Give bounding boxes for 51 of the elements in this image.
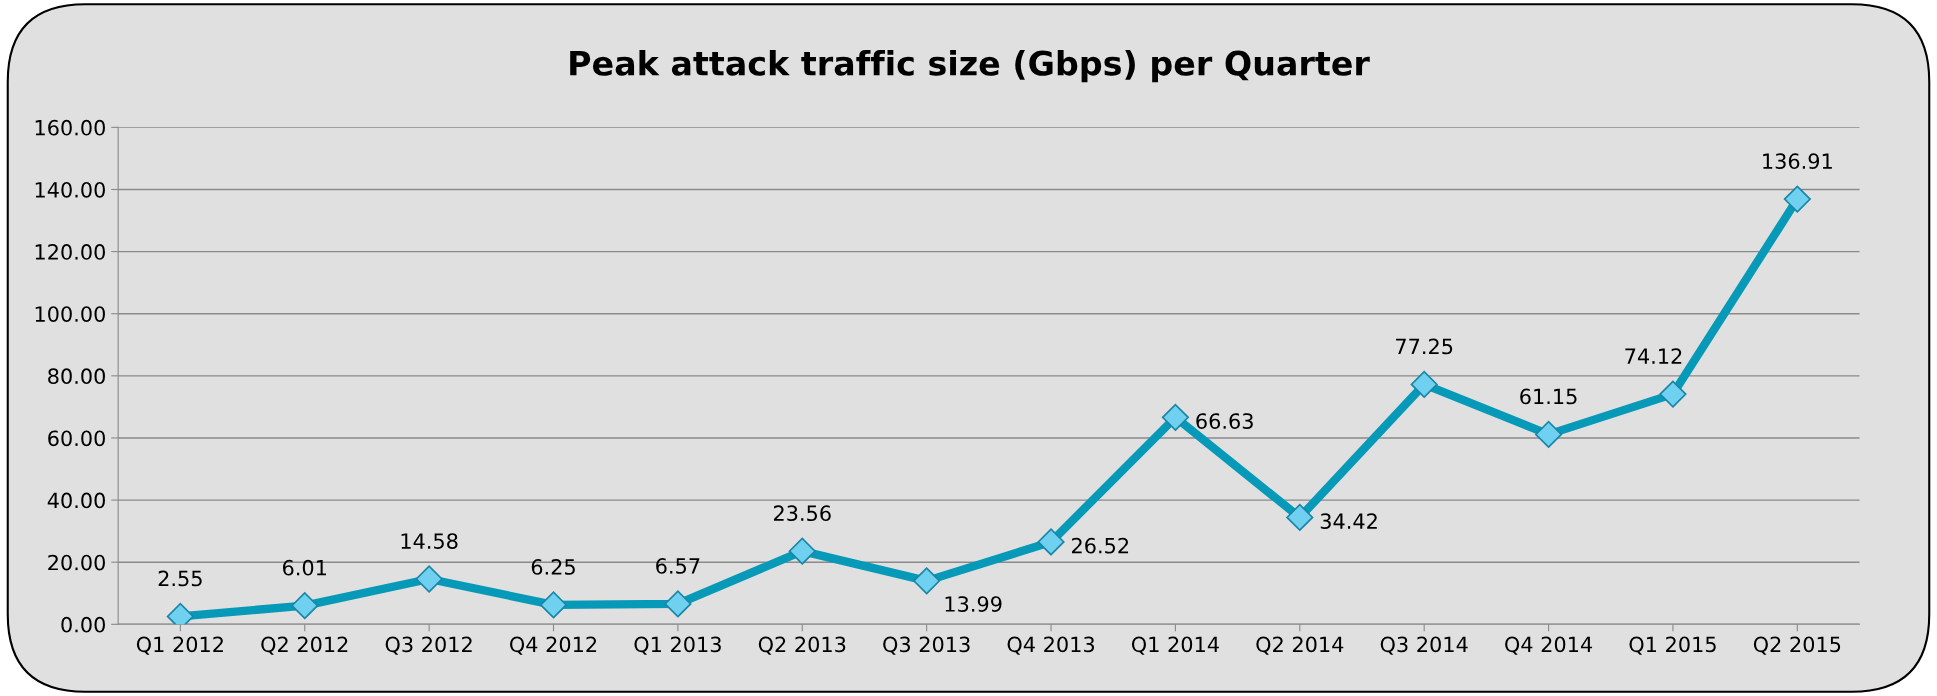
x-tick-label: Q2 2012 (261, 636, 348, 655)
data-label: 23.56 (773, 505, 831, 522)
y-tick-label: 0.00 (61, 616, 105, 633)
y-tick-label: 40.00 (47, 492, 105, 509)
point (415, 565, 443, 593)
point (1037, 528, 1065, 556)
data-label: 74.12 (1625, 348, 1682, 364)
x-tick-label: Q1 2014 (1131, 636, 1219, 655)
y-tick-label: 80.00 (48, 368, 105, 385)
data-label: 6.57 (656, 558, 700, 574)
point (291, 592, 319, 620)
x-tick-label: Q1 2012 (136, 636, 223, 655)
point (664, 590, 692, 618)
point (913, 567, 941, 595)
point (539, 591, 568, 619)
x-tick-label: Q3 2013 (883, 636, 970, 655)
x-tick-label: Q2 2013 (758, 636, 846, 655)
x-tick-label: Q1 2015 (1629, 636, 1716, 655)
y-tick-label: 60.00 (48, 430, 105, 447)
y-tick-label: 100.00 (35, 306, 105, 322)
data-label: 66.63 (1196, 413, 1253, 429)
data-label: 136.91 (1763, 153, 1832, 170)
data-label: 61.15 (1520, 388, 1577, 405)
x-tick-label: Q3 2012 (385, 636, 472, 655)
data-label: 6.01 (282, 559, 326, 576)
x-tick-label: Q3 2014 (1380, 636, 1468, 655)
x-tick-label: Q2 2014 (1256, 636, 1344, 655)
chart-title: Peak attack traffic size (Gbps) per Quarter (570, 49, 1370, 83)
x-tick-label: Q1 2013 (634, 636, 721, 655)
point (1534, 420, 1563, 448)
x-tick-label: Q4 2014 (1505, 636, 1593, 655)
y-tick-label: 160.00 (35, 119, 105, 136)
data-label: 26.52 (1072, 537, 1129, 554)
x-tick-label: Q4 2012 (510, 636, 597, 655)
data-label: 2.55 (158, 570, 202, 587)
data-label: 6.25 (531, 559, 575, 575)
point (788, 537, 816, 565)
point (1783, 185, 1811, 213)
point (1659, 380, 1687, 408)
point (1161, 403, 1190, 431)
y-tick-label: 140.00 (35, 181, 105, 198)
point (1410, 370, 1438, 398)
y-tick-label: 20.00 (48, 554, 105, 571)
data-label: 14.58 (401, 533, 458, 549)
data-label: 34.42 (1320, 513, 1377, 530)
y-tick-label: 120.00 (35, 244, 105, 260)
point (1286, 503, 1314, 532)
x-tick-label: Q2 2015 (1753, 636, 1841, 655)
x-tick-label: Q4 2013 (1007, 636, 1095, 655)
data-label: 13.99 (945, 596, 1002, 612)
data-label: 77.25 (1396, 338, 1453, 355)
